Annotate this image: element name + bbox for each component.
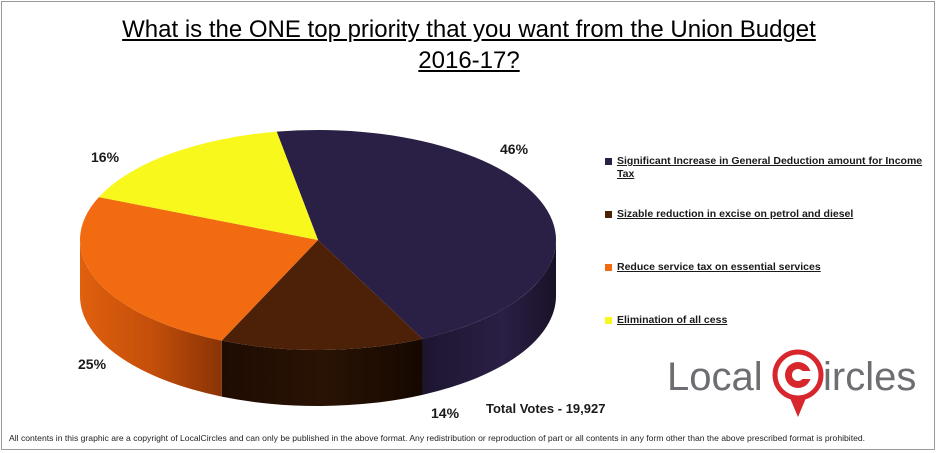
pie-side-2 (80, 240, 222, 397)
legend-item-income-tax: Significant Increase in General Deductio… (605, 155, 923, 181)
map-pin-c-icon (772, 349, 824, 417)
chart-title-line1: What is the ONE top priority that you wa… (122, 16, 816, 43)
legend-swatch-cess (605, 317, 612, 324)
copyright-notice: All contents in this graphic are a copyr… (9, 433, 866, 443)
pie-side-1 (221, 338, 423, 406)
legend-item-excise: Sizable reduction in excise on petrol an… (605, 208, 853, 221)
total-votes: Total Votes - 19,927 (486, 401, 606, 416)
legend-label-excise: Sizable reduction in excise on petrol an… (617, 208, 854, 220)
data-label-16: 16% (91, 149, 120, 165)
pie-slice-2 (80, 197, 319, 341)
data-label-14: 14% (431, 405, 460, 421)
data-label-25: 25% (78, 356, 107, 372)
legend-swatch-income-tax (605, 158, 612, 165)
chart-title-line2: 2016-17? (418, 47, 520, 74)
data-label-46: 46% (500, 141, 529, 157)
pie-slice-3 (98, 131, 318, 240)
logo-text-ircles: ircles (823, 355, 916, 399)
legend-label-service-tax: Reduce service tax on essential services (617, 261, 821, 273)
legend-item-service-tax: Reduce service tax on essential services (605, 261, 821, 274)
legend-swatch-service-tax (605, 264, 612, 271)
logo-text-local: Local (667, 355, 763, 399)
chart-title: What is the ONE top priority that you wa… (0, 14, 938, 76)
pie-slice-1 (221, 240, 423, 351)
localcircles-logo: Local ircles (665, 345, 933, 430)
pie-slice-0 (276, 130, 556, 339)
legend-label-income-tax: Significant Increase in General Deductio… (617, 155, 923, 180)
legend-item-cess: Elimination of all cess (605, 314, 727, 327)
legend-label-cess: Elimination of all cess (617, 314, 728, 326)
legend-swatch-excise (605, 211, 612, 218)
pie-side-0 (422, 240, 556, 395)
